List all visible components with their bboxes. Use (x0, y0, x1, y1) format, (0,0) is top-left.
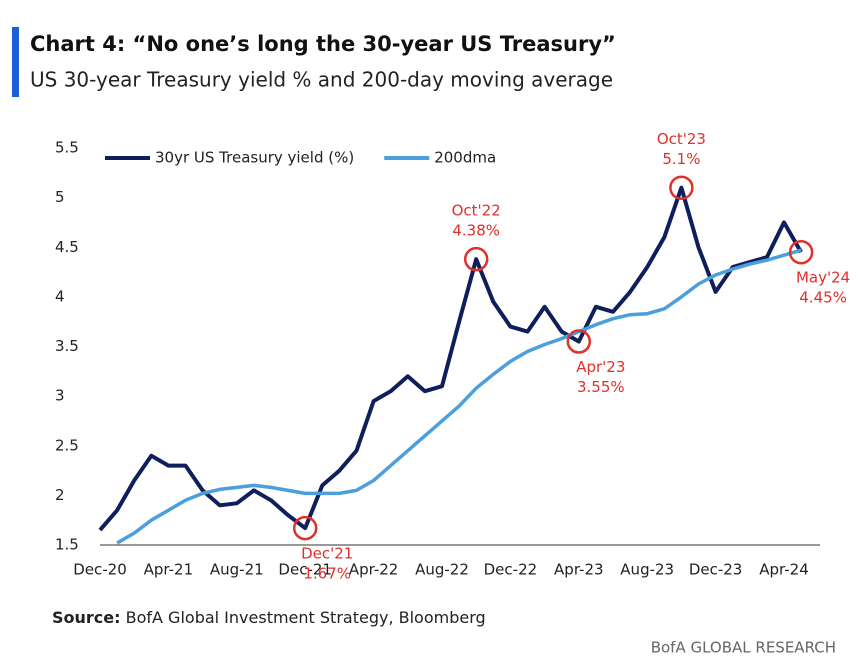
x-tick-label: Dec-23 (689, 561, 743, 579)
x-tick-label: Aug-21 (210, 561, 264, 579)
annotation-circle (463, 246, 489, 272)
y-tick-label: 1.5 (55, 536, 79, 554)
x-tick-label: Dec-21 (278, 561, 332, 579)
annotation-value: 4.38% (452, 222, 500, 240)
x-tick-label: Apr-21 (144, 561, 194, 579)
legend-label: 30yr US Treasury yield (%) (155, 149, 354, 167)
annotation-label: May'24 (796, 269, 850, 287)
x-tick-label: Dec-22 (484, 561, 538, 579)
source-text: BofA Global Investment Strategy, Bloombe… (126, 608, 486, 627)
x-tick-label: Aug-23 (620, 561, 674, 579)
annotation-circle (292, 515, 318, 541)
y-tick-label: 3.5 (55, 337, 79, 355)
annotation-label: Dec'21 (301, 545, 353, 563)
y-tick-label: 5 (55, 188, 65, 206)
annotation-circle (669, 175, 694, 200)
annotation-circle (566, 329, 592, 354)
x-tick-label: Aug-22 (415, 561, 469, 579)
chart-subtitle: US 30-year Treasury yield % and 200-day … (30, 68, 613, 92)
x-tick-label: Dec-20 (73, 561, 127, 579)
annotation-circle (788, 239, 814, 265)
source: Source: BofA Global Investment Strategy,… (52, 608, 486, 627)
x-tick-label: Apr-24 (759, 561, 809, 579)
y-tick-label: 4.5 (55, 238, 79, 256)
series-line (98, 185, 803, 532)
annotation-label: Oct'23 (657, 130, 706, 148)
annotation-value: 1.67% (303, 565, 351, 583)
title-accent (12, 27, 19, 97)
annotation-label: Apr'23 (576, 358, 625, 376)
annotation-value: 3.55% (577, 378, 625, 396)
annotation-value: 5.1% (662, 150, 700, 168)
series-line (116, 248, 802, 545)
legend-label: 200dma (434, 149, 496, 167)
x-tick-label: Apr-23 (554, 561, 604, 579)
x-tick-label: Apr-22 (349, 561, 399, 579)
y-tick-label: 5.5 (55, 139, 79, 157)
annotation-value: 4.45% (799, 289, 847, 307)
brand: BofA GLOBAL RESEARCH (651, 639, 836, 657)
y-tick-label: 4 (55, 287, 65, 305)
chart-title: Chart 4: “No one’s long the 30-year US T… (30, 32, 616, 56)
y-tick-label: 2.5 (55, 436, 79, 454)
y-tick-label: 2 (55, 486, 65, 504)
source-label: Source: (52, 608, 121, 627)
annotation-label: Oct'22 (452, 202, 501, 220)
y-tick-label: 3 (55, 387, 65, 405)
